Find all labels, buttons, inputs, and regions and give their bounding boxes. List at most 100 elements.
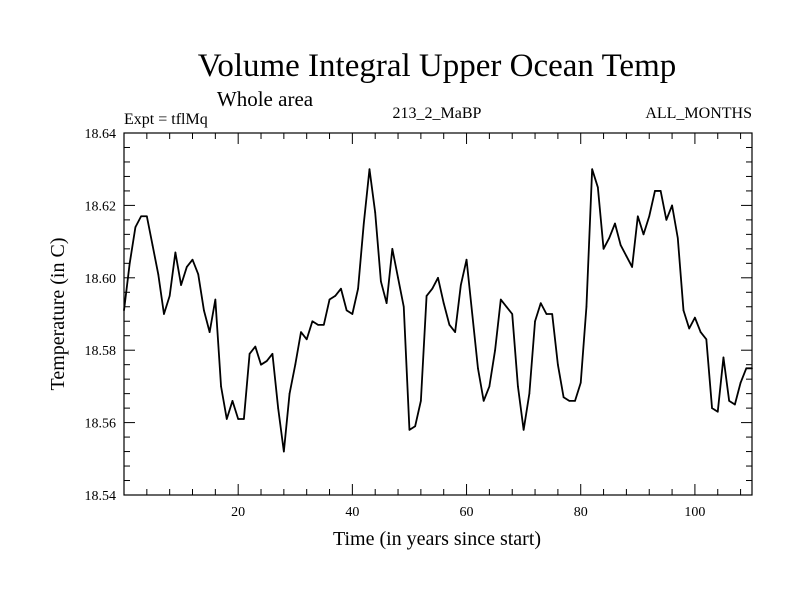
data-point [659,190,662,192]
data-point [243,418,245,420]
y-tick-label: 18.58 [85,344,117,359]
data-point [351,313,354,315]
data-point [323,324,325,326]
data-point [191,258,194,261]
data-point [551,313,553,315]
data-point [414,425,416,428]
chart-subtitle: Whole area [217,87,314,111]
data-point [517,385,519,388]
run-label: 213_2_MaBP [393,105,482,122]
data-point [625,255,628,257]
data-point [545,313,548,315]
data-point [425,295,428,297]
data-point [471,313,474,315]
data-point [248,353,251,355]
data-point [705,338,708,341]
data-point [368,168,371,170]
data-point [140,215,142,218]
data-point [328,298,331,301]
x-tick-label: 40 [345,505,359,520]
data-point [454,331,456,333]
y-tick-label: 18.64 [85,127,117,142]
data-point [602,248,605,250]
data-point [186,266,188,268]
experiment-label: Expt = tflMq [124,111,208,128]
data-point [511,313,514,315]
data-point [585,305,588,308]
data-point [397,277,399,279]
data-point [716,410,719,413]
data-point [317,324,319,326]
data-point [168,295,171,297]
data-point [682,309,685,312]
data-point [340,287,342,290]
data-point [522,429,525,431]
data-point [231,400,234,402]
data-point [528,392,531,395]
data-point [688,327,690,330]
data-point [311,320,314,323]
axis-ticks: 20 40 60 80 100 18.54 18.56 18.58 18.60 18.62 18.6… [85,127,752,520]
data-point [722,356,725,359]
data-point [642,233,645,236]
x-tick-label: 100 [684,505,705,520]
data-point [574,400,576,402]
data-point [534,320,536,323]
data-point [254,345,257,348]
data-point [505,305,508,308]
data-point [728,400,730,402]
data-point [482,400,485,402]
x-tick-label: 20 [231,505,245,520]
y-tick-label: 18.54 [85,489,117,504]
data-point [380,280,382,283]
y-tick-label: 18.56 [85,417,117,432]
data-point [676,237,679,239]
data-point [568,400,571,402]
data-point [208,331,211,333]
data-point [128,262,131,265]
plot-frame [123,132,753,496]
data-point [374,211,377,214]
data-point [614,222,616,225]
data-point [146,215,148,218]
data-point [431,287,434,290]
data-point [465,258,468,261]
data-point [442,302,445,304]
data-point [408,429,411,431]
data-point [260,363,262,366]
data-point [699,331,702,333]
data-point [157,273,160,275]
data-point [174,251,177,254]
data-point [334,295,337,297]
data-point [654,190,656,192]
data-point [197,273,200,275]
data-point [203,309,205,312]
data-point [151,244,154,247]
x-tick-label: 80 [574,505,588,520]
data-point [637,215,639,218]
data-point [619,244,622,247]
data-point [591,168,593,170]
x-axis-label: Time (in years since start) [333,528,541,550]
data-point [488,385,491,388]
series-layer [123,168,753,453]
data-point [437,277,439,279]
period-label: ALL_MONTHS [645,105,752,122]
data-point [608,237,611,239]
y-tick-label: 18.62 [85,199,117,214]
data-point [448,324,451,326]
data-point [271,353,274,355]
data-point [477,367,479,370]
y-tick-label: 18.60 [85,272,117,287]
data-point [300,331,302,333]
data-point [557,363,559,366]
data-point [288,392,291,395]
data-point [220,385,222,388]
data-point [345,309,348,312]
data-point [500,298,502,301]
data-point [665,219,668,221]
data-point [391,248,394,250]
data-point [420,400,422,402]
chart-title: Volume Integral Upper Ocean Temp [198,48,676,84]
